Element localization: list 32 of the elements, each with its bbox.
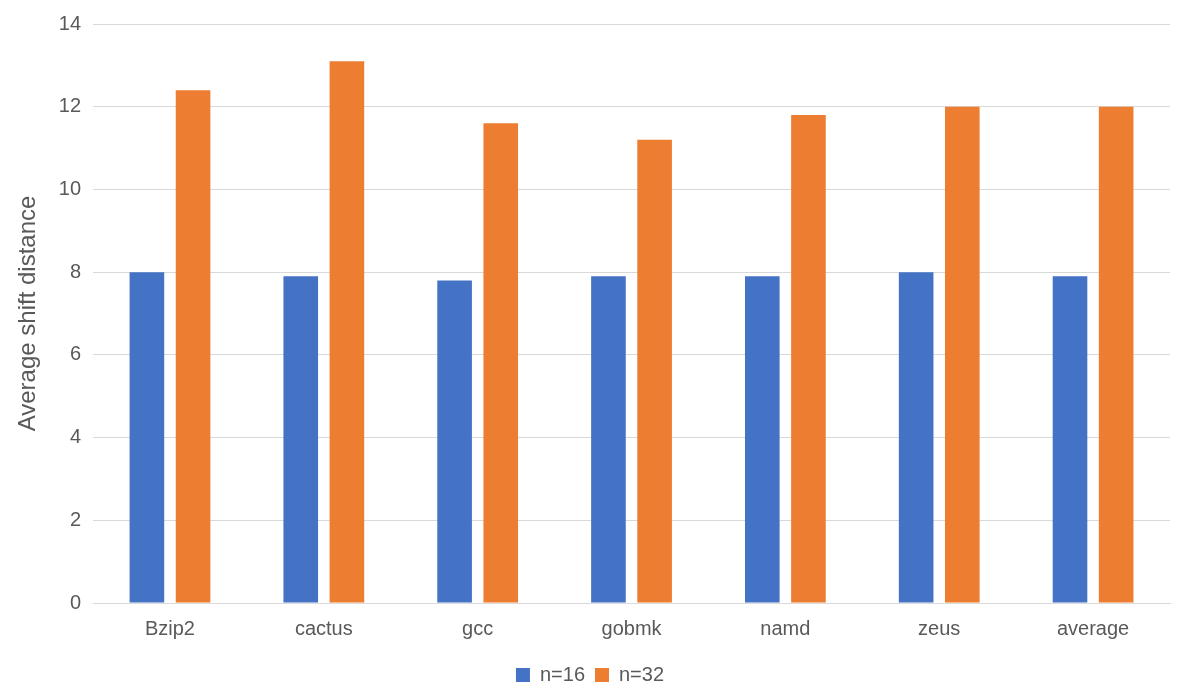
x-tick-label: gobmk	[601, 616, 663, 639]
bar	[591, 276, 626, 603]
x-tick-label: gcc	[462, 616, 494, 639]
bar	[175, 90, 211, 603]
y-tick-label: 14	[58, 11, 82, 34]
y-tick-label: 0	[69, 590, 82, 613]
y-tick-label: 12	[58, 94, 82, 117]
bar	[1052, 276, 1088, 603]
bar	[437, 280, 472, 603]
x-tick-label: cactus	[294, 616, 353, 639]
legend-label: n=16	[539, 662, 586, 685]
y-tick-label: 2	[69, 507, 82, 530]
bar	[1098, 106, 1134, 603]
x-tick-label: average	[1056, 616, 1130, 639]
y-tick-label: 6	[69, 342, 82, 365]
bar	[483, 123, 519, 603]
x-tick-label: namd	[760, 616, 811, 639]
bar	[637, 139, 672, 603]
x-tick-label: zeus	[918, 616, 961, 639]
bar	[329, 61, 365, 603]
x-tick-label: Bzip2	[144, 616, 195, 639]
bar	[283, 276, 319, 603]
legend-label: n=32	[619, 662, 665, 685]
bar	[744, 276, 780, 603]
bar	[791, 114, 826, 603]
y-tick-label: 4	[69, 425, 82, 448]
bar	[129, 272, 165, 603]
bar	[898, 272, 934, 603]
y-tick-label: 10	[58, 176, 82, 199]
y-axis-title: Average shift distance	[13, 195, 41, 432]
y-tick-label: 8	[69, 259, 82, 282]
bar	[944, 106, 980, 603]
